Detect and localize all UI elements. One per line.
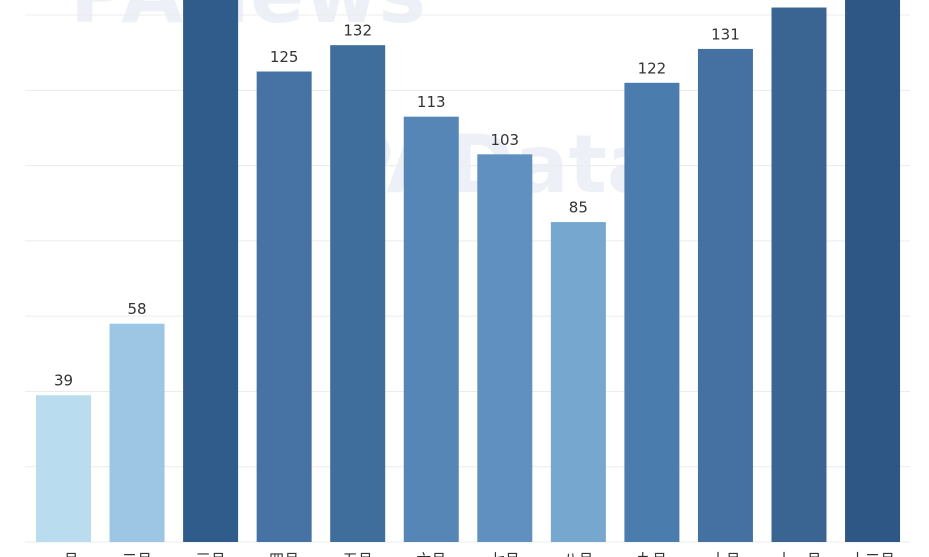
bar	[403, 116, 459, 543]
watermark: PANews	[70, 0, 426, 41]
x-tick-label: 九月	[637, 551, 667, 557]
value-label: 122	[638, 59, 667, 77]
value-label: 113	[417, 93, 446, 111]
x-tick-label: 三月	[196, 551, 226, 557]
x-tick-label: 十月	[710, 551, 740, 557]
x-tick-label: 一月	[48, 551, 78, 557]
bar	[183, 0, 239, 542]
bar	[109, 323, 165, 542]
value-label: 39	[54, 372, 73, 390]
bar	[697, 48, 753, 543]
bar	[36, 395, 91, 542]
bar	[771, 7, 827, 543]
x-tick-label: 二月	[122, 551, 152, 557]
bar	[256, 71, 312, 542]
value-label: 103	[490, 131, 519, 149]
x-tick-label: 五月	[343, 551, 373, 557]
x-tick-label: 七月	[490, 551, 520, 557]
value-label: 125	[270, 48, 299, 66]
bar	[330, 45, 386, 543]
value-label: 131	[711, 25, 740, 43]
bar	[477, 154, 533, 542]
value-label: 142	[785, 0, 814, 2]
x-tick-label: 六月	[416, 551, 446, 557]
x-tick-label: 十二月	[850, 551, 895, 557]
bar	[624, 82, 680, 543]
value-label: 85	[569, 199, 588, 217]
x-tick-label: 八月	[563, 551, 593, 557]
bar	[845, 0, 901, 542]
value-label: 132	[343, 22, 372, 40]
value-label: 58	[128, 300, 147, 318]
bar	[550, 222, 606, 542]
x-tick-label: 十一月	[776, 551, 821, 557]
x-tick-label: 四月	[269, 551, 299, 557]
